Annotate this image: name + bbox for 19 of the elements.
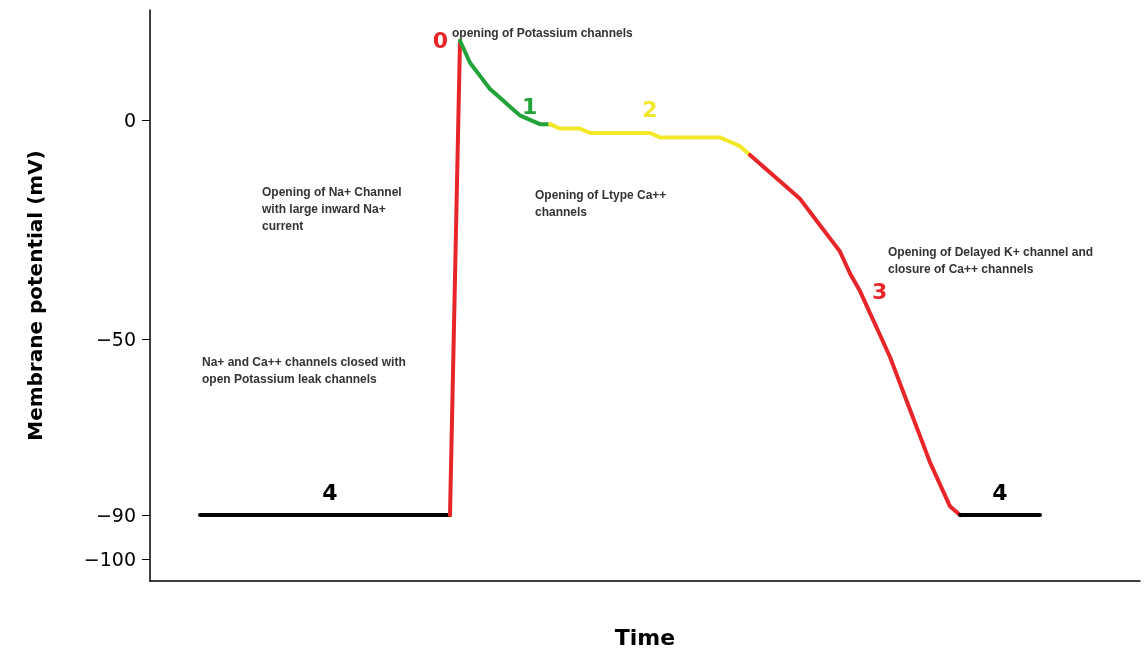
series-label: 3	[872, 278, 888, 304]
annotation: Opening of Ltype Ca++ channels	[535, 187, 670, 219]
y-tick-label: 0	[123, 108, 136, 131]
series-label: 0	[432, 28, 448, 54]
series-label: 4	[322, 479, 338, 505]
y-tick-label: −50	[95, 328, 136, 351]
series-label: 2	[642, 97, 658, 123]
line-series	[548, 122, 752, 157]
annotation: opening of Potassium channels	[452, 25, 634, 40]
annotation: Opening of Na+ Channel with large inward Na+ current	[261, 184, 406, 233]
annotation: Na+ and Ca++ channels closed with open Potassium leak channels	[202, 354, 410, 386]
y-tick-label: −100	[83, 548, 136, 571]
series-label: 1	[522, 94, 538, 120]
line-series	[458, 38, 552, 127]
annotation: Opening of Delayed K+ channel and closure of Ca++ channels	[888, 244, 1097, 276]
y-axis-title: Membrane potential (mV)	[23, 150, 47, 441]
x-axis-title: Time	[614, 624, 676, 650]
y-tick-label: −90	[95, 504, 136, 527]
series-label: 4	[992, 479, 1008, 505]
